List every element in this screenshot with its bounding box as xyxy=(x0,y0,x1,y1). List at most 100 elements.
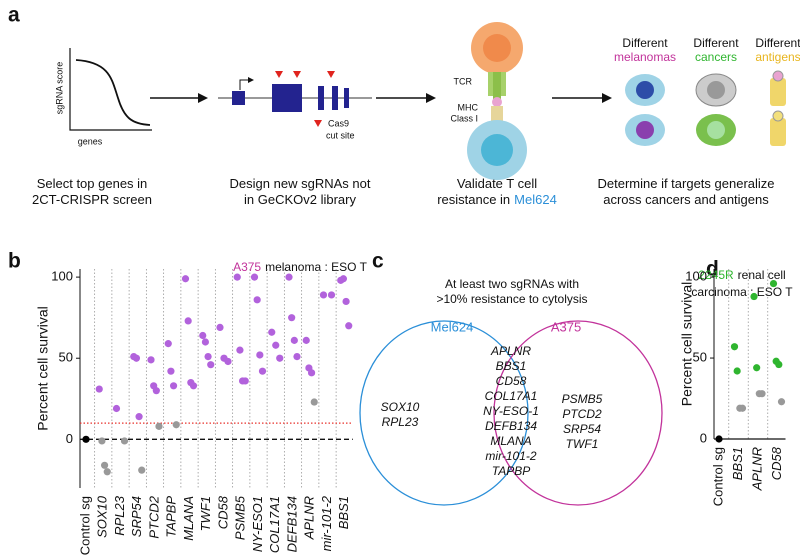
x-tick-label: SOX10 xyxy=(95,495,110,538)
venn-set xyxy=(493,320,663,506)
data-point xyxy=(345,322,353,330)
venn-item: PTCD2 xyxy=(562,407,602,421)
venn-item: MLANA xyxy=(490,434,531,448)
venn-item: TWF1 xyxy=(566,437,599,451)
venn-item: APLNR xyxy=(490,344,531,358)
score-curve xyxy=(75,59,151,126)
y-axis-label: Percent cell survival xyxy=(35,306,51,431)
venn-item: SRP54 xyxy=(563,422,601,436)
caption: across cancers and antigens xyxy=(603,192,769,207)
data-point xyxy=(758,390,766,398)
x-tick-label: SRP54 xyxy=(129,496,144,537)
panel-label: c xyxy=(372,250,384,273)
axis-label: sgRNA score xyxy=(54,62,64,115)
data-point xyxy=(199,331,207,340)
x-tick-label: PSMB5 xyxy=(233,495,248,540)
data-point xyxy=(290,336,298,344)
data-point xyxy=(120,437,129,445)
x-tick-label: TWF1 xyxy=(198,496,213,531)
column-label: melanomas xyxy=(614,50,676,64)
text-part: Validate T cell xyxy=(457,176,537,191)
data-point xyxy=(164,340,172,348)
data-point xyxy=(204,353,212,361)
venn-set-label: A375 xyxy=(551,319,581,334)
caption: Determine if targets generalize xyxy=(597,176,774,191)
data-point xyxy=(730,343,739,351)
y-tick-label: 100 xyxy=(685,269,707,284)
mhc-label: MHC xyxy=(458,102,479,112)
cas9-label: Cas9 xyxy=(328,118,349,128)
mhc-label: Class I xyxy=(450,113,478,123)
data-point xyxy=(339,275,348,283)
data-point xyxy=(777,398,786,406)
data-point xyxy=(750,292,758,301)
arrowheads xyxy=(198,93,612,103)
data-point xyxy=(288,314,296,322)
data-point xyxy=(258,367,267,375)
data-point xyxy=(172,421,180,429)
data-point xyxy=(775,360,783,369)
data-point xyxy=(302,336,310,344)
data-point xyxy=(250,273,259,281)
text-part: 2245R xyxy=(698,268,734,282)
text-part: 2CT-CRISPR screen xyxy=(32,192,152,207)
data-point xyxy=(733,367,741,375)
y-axis-label: Percent cell survival xyxy=(679,282,695,407)
data-point xyxy=(310,398,318,406)
data-point xyxy=(753,364,761,372)
data-point xyxy=(147,356,155,364)
plot-axes xyxy=(69,48,152,131)
data-point xyxy=(112,404,121,413)
y-tick-label: 50 xyxy=(59,350,73,365)
data-point xyxy=(135,413,143,421)
data-point xyxy=(132,354,141,362)
x-tick-label: TAPBP xyxy=(164,496,179,538)
caption: Validate T cell xyxy=(457,176,537,191)
data-point xyxy=(738,404,747,412)
x-tick-label: BBS1 xyxy=(730,447,745,480)
data-point xyxy=(184,317,192,325)
venn-item: COL17A1 xyxy=(485,389,538,403)
data-point xyxy=(268,328,276,336)
data-point xyxy=(100,461,109,469)
data-point xyxy=(224,357,232,366)
data-point xyxy=(253,296,261,304)
venn-item: SOX10 xyxy=(381,400,420,414)
venn-item: DEFB134 xyxy=(485,419,537,433)
x-tick-label: mir-101-2 xyxy=(319,495,334,551)
chart-title: carcinoma : ESO T xyxy=(691,285,793,299)
caption: 2CT-CRISPR screen xyxy=(32,192,152,207)
text-part: Design new sgRNAs not xyxy=(230,176,371,191)
venn-item: mir-101-2 xyxy=(485,449,536,463)
data-point xyxy=(189,382,198,390)
text-part: Determine if targets generalize xyxy=(597,176,774,191)
data-point xyxy=(327,291,336,299)
gene-diagram: Cas9 cut site xyxy=(218,71,372,140)
data-point xyxy=(207,361,215,369)
x-tick-label: CD58 xyxy=(769,446,784,480)
data-point xyxy=(307,369,316,377)
y-tick-label: 100 xyxy=(51,269,73,284)
data-point xyxy=(98,437,106,445)
data-point xyxy=(201,338,210,346)
text-part: carcinoma : ESO T xyxy=(691,285,793,299)
data-point xyxy=(715,435,723,443)
venn-item: RPL23 xyxy=(382,415,419,429)
data-point xyxy=(82,435,90,443)
text-part: melanoma : ESO T xyxy=(265,260,367,274)
venn-set-label: Mel624 xyxy=(431,319,474,334)
caption: Design new sgRNAs not xyxy=(230,176,371,191)
data-point xyxy=(285,273,293,281)
x-tick-label: Control sg xyxy=(77,496,92,555)
data-point xyxy=(272,341,280,349)
column-label: Different xyxy=(693,36,739,50)
x-tick-label: DEFB134 xyxy=(284,496,299,552)
venn-title: >10% resistance to cytolysis xyxy=(436,292,587,306)
tcr-label: TCR xyxy=(454,76,473,86)
data-point xyxy=(167,367,175,375)
data-point xyxy=(319,291,328,299)
panel-label: d xyxy=(706,258,719,281)
venn-item: CD58 xyxy=(496,374,527,388)
data-point xyxy=(95,385,103,393)
data-point xyxy=(241,377,249,385)
